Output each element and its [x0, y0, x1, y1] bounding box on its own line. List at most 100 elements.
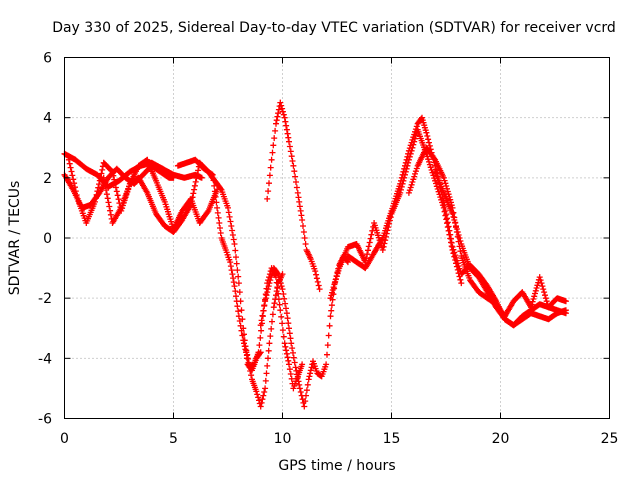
data-point [285, 320, 292, 327]
data-point [368, 231, 375, 238]
data-point [300, 223, 306, 229]
data-point [293, 367, 300, 374]
data-point [261, 303, 268, 309]
data-point [409, 136, 416, 143]
data-point [204, 209, 211, 216]
data-point [542, 292, 548, 299]
data-point [231, 283, 238, 290]
data-point [367, 235, 374, 242]
data-point [407, 142, 414, 149]
data-point [232, 247, 239, 254]
data-point [265, 286, 271, 293]
data-point [277, 280, 284, 287]
data-point [265, 347, 272, 354]
data-point [284, 315, 291, 322]
data-point [273, 120, 279, 127]
data-point [363, 255, 370, 262]
data-point [532, 287, 539, 294]
data-point [305, 376, 312, 383]
data-point [111, 176, 118, 183]
data-point [71, 180, 78, 187]
data-point [285, 357, 292, 364]
data-point [225, 209, 232, 216]
data-point [289, 345, 296, 352]
data-point [262, 385, 269, 392]
data-point [330, 284, 337, 291]
data-point [258, 399, 265, 406]
data-point [427, 164, 434, 171]
data-point [398, 177, 404, 184]
data-point [260, 392, 267, 399]
data-point [68, 168, 75, 175]
axis-ticks: 0 5 10 15 20 25 -6 -4 -2 0 2 4 6 [38, 51, 618, 448]
data-point [98, 170, 105, 177]
y-tick-label: 0 [43, 231, 52, 247]
data-point [264, 289, 271, 296]
data-point [454, 229, 461, 235]
data-point [265, 283, 272, 290]
data-point [543, 298, 550, 305]
y-axis-label: SDTVAR / TECUs [7, 181, 23, 296]
data-point [280, 291, 287, 297]
data-point [275, 290, 282, 297]
data-point [409, 179, 416, 185]
data-point [110, 172, 117, 179]
data-point [453, 254, 459, 261]
data-point [441, 177, 448, 184]
data-point [243, 347, 250, 354]
data-point [287, 148, 294, 155]
data-point [109, 168, 116, 175]
data-point [456, 235, 463, 241]
data-point [451, 217, 458, 223]
data-point [276, 274, 282, 281]
data-point [259, 396, 266, 403]
data-point [211, 182, 218, 189]
data-point [448, 235, 454, 242]
data-point [257, 334, 264, 341]
data-point [307, 370, 314, 377]
data-point [297, 207, 304, 214]
data-point [282, 300, 289, 307]
data-point [217, 230, 224, 236]
data-point [258, 317, 265, 324]
data-point [293, 184, 300, 191]
data-point [194, 171, 201, 178]
data-point [114, 192, 121, 199]
data-point [274, 113, 281, 120]
data-point [308, 364, 315, 371]
data-point [283, 350, 290, 357]
data-point [542, 295, 549, 302]
data-point [364, 251, 371, 258]
data-point [313, 271, 320, 278]
data-point [290, 162, 297, 169]
data-point [210, 177, 217, 184]
data-point [281, 340, 288, 347]
data-point [244, 351, 251, 358]
data-point [233, 254, 239, 261]
data-point [94, 188, 101, 195]
y-tick-label: 2 [43, 171, 52, 187]
data-point [115, 196, 122, 203]
data-point [400, 168, 407, 175]
data-point [399, 171, 406, 178]
data-point [450, 213, 457, 220]
data-point [67, 164, 74, 171]
data-point [413, 123, 420, 130]
data-point [534, 282, 541, 289]
data-point [296, 198, 303, 205]
data-point [406, 145, 413, 152]
data-point [288, 153, 295, 160]
data-point [271, 135, 278, 142]
data-point [66, 160, 73, 167]
data-point [257, 403, 264, 410]
data-point [193, 175, 200, 182]
data-point [533, 285, 540, 291]
data-point [192, 178, 199, 185]
data-point [239, 332, 246, 339]
data-point [335, 267, 342, 274]
data-point [238, 307, 245, 314]
data-point [268, 325, 275, 332]
data-point [266, 340, 273, 347]
data-point [293, 179, 299, 185]
data-point [457, 238, 464, 244]
